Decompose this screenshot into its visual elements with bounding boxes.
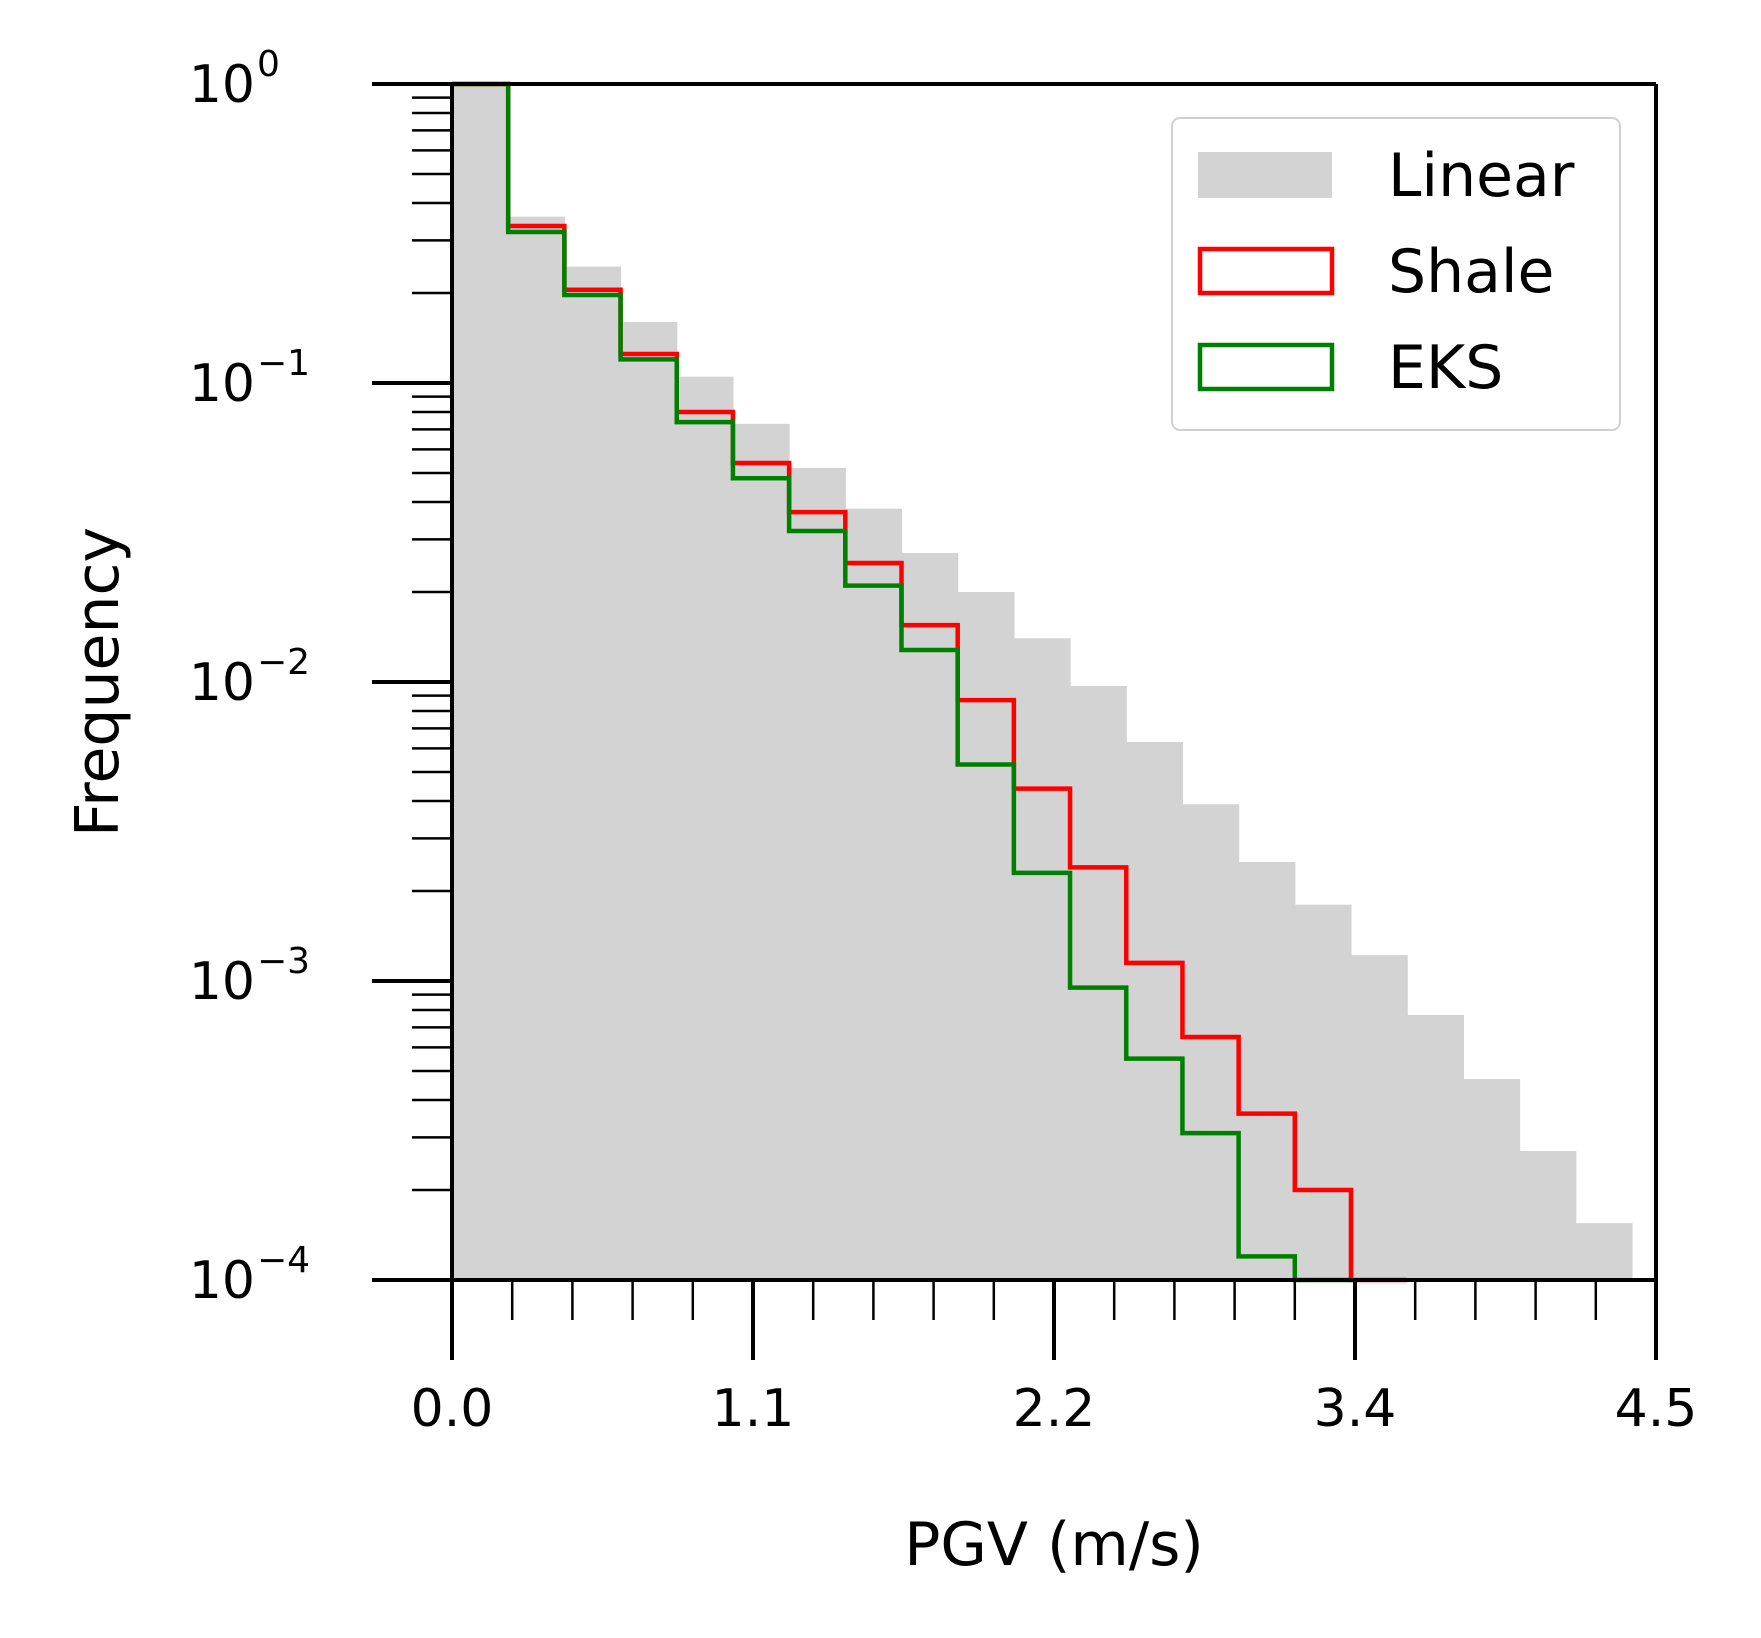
linear-bar — [901, 553, 959, 1280]
y-tick-exponent: −4 — [257, 1240, 310, 1281]
y-tick-label: 10 — [189, 653, 255, 713]
x-tick-label: 2.2 — [1013, 1379, 1096, 1439]
linear-bar — [1126, 741, 1184, 1280]
linear-bar — [1070, 685, 1127, 1280]
x-tick-label: 4.5 — [1615, 1379, 1698, 1439]
linear-bar — [508, 216, 565, 1281]
legend-swatch-linear — [1198, 152, 1332, 198]
legend-label-eks: EKS — [1388, 333, 1503, 403]
linear-bar — [1463, 1079, 1521, 1280]
legend-label-shale: Shale — [1388, 237, 1554, 307]
x-axis-label: PGV (m/s) — [904, 1510, 1204, 1580]
y-tick-exponent: −3 — [257, 941, 310, 982]
y-tick-exponent: −2 — [257, 642, 310, 683]
x-tick-label: 3.4 — [1314, 1379, 1397, 1439]
linear-bar — [452, 84, 509, 1280]
linear-bar — [1013, 638, 1071, 1280]
y-tick-label: 10 — [189, 55, 255, 115]
y-axis-label: Frequency — [63, 527, 133, 837]
linear-bar — [845, 508, 903, 1280]
linear-bar — [620, 321, 678, 1280]
eks-series-line — [452, 81, 1351, 1283]
plot-series-layer — [452, 81, 1633, 1283]
legend-swatch-eks — [1197, 342, 1335, 392]
linear-bar — [1182, 804, 1240, 1280]
legend-label-linear: Linear — [1388, 141, 1575, 211]
legend: Linear Shale EKS — [1171, 117, 1621, 431]
linear-bar — [1407, 1014, 1464, 1280]
linear-bar — [564, 266, 622, 1280]
linear-bar — [1575, 1223, 1633, 1280]
y-tick-label: 10 — [189, 952, 255, 1012]
linear-bar — [1238, 862, 1296, 1280]
x-tick-label: 1.1 — [712, 1379, 795, 1439]
y-tick-exponent: 0 — [257, 44, 280, 85]
y-tick-label: 10 — [189, 354, 255, 414]
legend-swatch-shale — [1197, 246, 1335, 296]
linear-bar — [789, 467, 846, 1280]
linear-bar — [676, 376, 734, 1280]
x-tick-label: 0.0 — [411, 1379, 494, 1439]
linear-bar — [1294, 904, 1352, 1280]
y-tick-exponent: −1 — [257, 343, 310, 384]
linear-bar — [957, 591, 1015, 1280]
linear-bar — [732, 423, 790, 1280]
linear-bar — [1519, 1151, 1577, 1280]
y-tick-label: 10 — [189, 1251, 255, 1311]
linear-bar — [1350, 955, 1408, 1280]
